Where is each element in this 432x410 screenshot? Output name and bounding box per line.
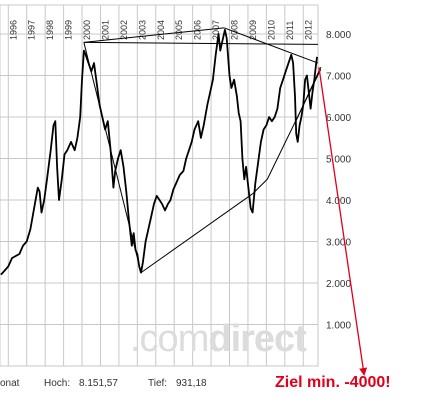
target-annotation: Ziel min. -4000! (275, 374, 391, 391)
high-label: Hoch: (44, 378, 71, 389)
low-value: 931,18 (176, 378, 207, 389)
comdirect-watermark: .comdirect (130, 318, 307, 360)
x-tick-label: 2007 (211, 20, 221, 40)
x-tick-label: 2009 (248, 20, 258, 40)
x-tick-label: 2011 (285, 21, 295, 40)
y-tick-label: 7.000 (326, 72, 351, 83)
x-tick-label: 2005 (174, 20, 184, 40)
y-tick-label: 1.000 (326, 321, 351, 332)
x-tick-label: 2008 (230, 20, 240, 40)
x-tick-label: 2012 (303, 20, 313, 40)
x-tick-label: 1997 (27, 20, 37, 40)
x-tick-label: 2010 (266, 20, 276, 40)
x-tick-label: 1996 (8, 20, 18, 40)
trendline (83, 41, 319, 45)
x-tick-label: 2002 (119, 20, 129, 40)
plot-frame (0, 4, 319, 367)
price-series (0, 29, 318, 276)
x-tick-label: 1999 (64, 20, 74, 40)
y-tick-label: 5.000 (326, 155, 351, 166)
high-value: 8.151,57 (79, 378, 118, 389)
chart-grid (0, 4, 319, 367)
y-tick-label: 8.000 (326, 30, 351, 41)
low-label: Tief: (148, 378, 168, 389)
x-tick-label: 2004 (156, 20, 166, 40)
x-tick-label: 2000 (82, 20, 92, 40)
y-tick-label: 6.000 (326, 113, 351, 124)
x-tick-label: 2001 (100, 20, 110, 40)
y-tick-label: 3.000 (326, 238, 351, 249)
trendline (140, 193, 253, 274)
x-tick-label: 2003 (137, 20, 147, 40)
target-arrow (318, 67, 368, 376)
trendline (83, 27, 225, 43)
interval-label: onat (0, 378, 20, 389)
trendlines (83, 27, 322, 274)
trendline (83, 42, 142, 273)
x-axis-year-labels: 1996 1997 1998 1999 2000 2001 2002 2003 2004 2005… (8, 20, 313, 40)
target-arrow-line (318, 67, 368, 376)
trendline (223, 27, 319, 64)
y-tick-label: 2.000 (326, 279, 351, 290)
x-tick-label: 2006 (193, 20, 203, 40)
price-line (0, 29, 318, 276)
x-tick-label: 1998 (45, 20, 55, 40)
